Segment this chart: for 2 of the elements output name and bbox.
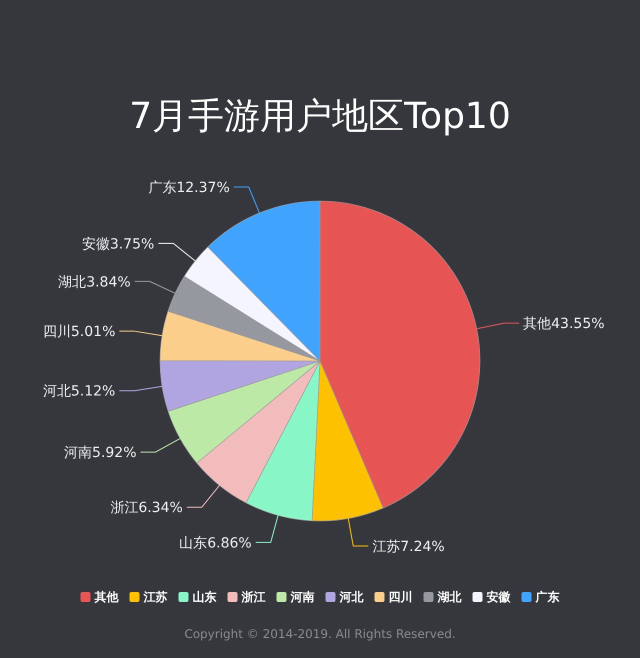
annotation: Copyright © 2014-2019. All Rights Reserved.	[184, 627, 456, 642]
title: 7月手游用户地区Top10	[129, 96, 511, 137]
